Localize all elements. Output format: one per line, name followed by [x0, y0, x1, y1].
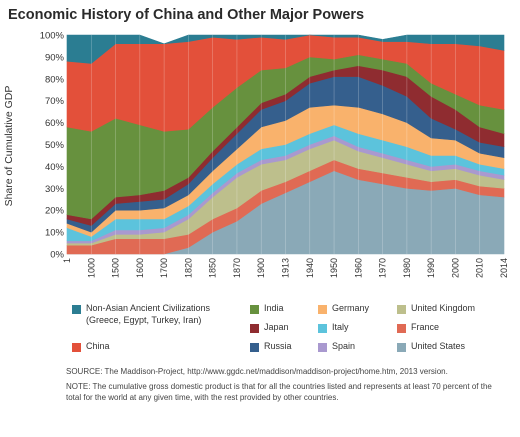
- legend-label-ancient: Non-Asian Ancient Civilizations: [86, 303, 211, 313]
- legend-label-india: India: [264, 303, 284, 313]
- stacked-area-chart: 0%10%20%30%40%50%60%70%80%90%100% 1 1000 1…: [40, 31, 509, 279]
- notes: SOURCE: The Maddison-Project, http://www…: [66, 366, 506, 407]
- source-note: SOURCE: The Maddison-Project, http://www…: [66, 367, 448, 376]
- y-tick-label: 50%: [45, 140, 65, 151]
- legend-label-france: France: [411, 322, 440, 332]
- x-tick-label: 1: [62, 258, 72, 263]
- legend-swatch-india: [250, 305, 259, 314]
- y-axis-ticks: 0% 10% 20% 30% 40% 50% 60% 70% 80% 90% 100%: [40, 31, 65, 261]
- x-tick-label: 1940: [305, 258, 315, 278]
- y-tick-label: 40%: [45, 162, 65, 173]
- legend-label-spain: Spain: [332, 341, 356, 351]
- legend-swatch-italy: [318, 324, 327, 333]
- y-tick-label: 30%: [45, 184, 65, 195]
- x-tick-label: 2014: [499, 258, 509, 278]
- legend-swatch-china: [72, 343, 81, 352]
- x-tick-label: 1950: [329, 258, 339, 278]
- y-tick-label: 80%: [45, 74, 65, 85]
- legend-swatch-uk: [397, 305, 406, 314]
- x-tick-label: 1980: [402, 258, 412, 278]
- legend-swatch-germany: [318, 305, 327, 314]
- y-tick-label: 20%: [45, 206, 65, 217]
- x-axis-ticks: 1 1000 1500 1600 1700 1820 1850 1870 1900 1913 194…: [62, 258, 509, 278]
- legend-swatch-spain: [318, 343, 327, 352]
- legend-label-japan: Japan: [264, 322, 289, 332]
- x-tick-label: 1700: [159, 258, 169, 278]
- legend-label-china: China: [86, 341, 110, 351]
- legend-label-italy: Italy: [332, 322, 349, 332]
- y-tick-label: 10%: [45, 228, 65, 239]
- x-tick-label: 1870: [232, 258, 242, 278]
- legend-swatch-france: [397, 324, 406, 333]
- y-tick-label: 70%: [45, 96, 65, 107]
- area-layers: [66, 34, 505, 255]
- y-tick-label: 60%: [45, 118, 65, 129]
- x-tick-label: 2010: [475, 258, 485, 278]
- x-tick-label: 1970: [378, 258, 388, 278]
- legend-swatch-ancient: [72, 305, 81, 314]
- x-tick-label: 1500: [111, 258, 121, 278]
- x-tick-label: 1600: [135, 258, 145, 278]
- legend-label-russia: Russia: [264, 341, 292, 351]
- x-tick-label: 1850: [208, 258, 218, 278]
- x-tick-label: 1960: [353, 258, 363, 278]
- x-tick-label: 1000: [86, 258, 96, 278]
- x-tick-label: 2000: [450, 258, 460, 278]
- legend: Non-Asian Ancient Civilizations (Greece,…: [0, 298, 520, 360]
- y-tick-label: 0%: [50, 250, 64, 261]
- chart-title: Economic History of China and Other Majo…: [8, 7, 365, 23]
- x-tick-label: 1820: [183, 258, 193, 278]
- y-tick-label: 90%: [45, 52, 65, 63]
- x-tick-label: 1990: [426, 258, 436, 278]
- legend-label-ancient-sub: (Greece, Egypt, Turkey, Iran): [86, 315, 202, 325]
- footnote: NOTE: The cumulative gross domestic prod…: [66, 382, 492, 402]
- x-tick-label: 1900: [256, 258, 266, 278]
- legend-label-germany: Germany: [332, 303, 370, 313]
- x-tick-label: 1913: [281, 258, 291, 278]
- legend-swatch-us: [397, 343, 406, 352]
- legend-label-us: United States: [411, 341, 466, 351]
- area-non-asian-ancient-civilizations-greece-egypt-turkey-iran: [66, 34, 505, 64]
- legend-swatch-russia: [250, 343, 259, 352]
- legend-label-uk: United Kingdom: [411, 303, 476, 313]
- legend-swatch-japan: [250, 324, 259, 333]
- y-tick-label: 100%: [40, 31, 65, 42]
